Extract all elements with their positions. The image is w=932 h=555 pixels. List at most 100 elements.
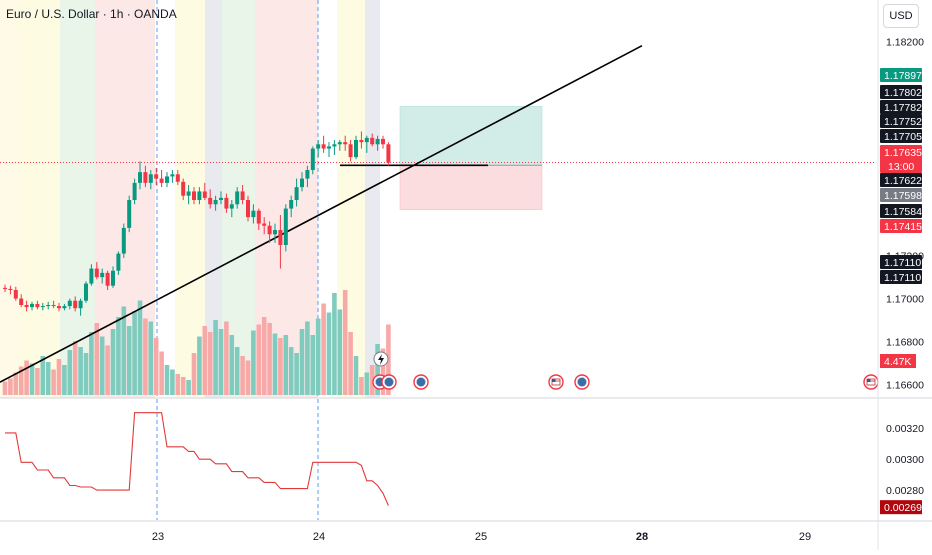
volume-bar	[240, 356, 245, 395]
flag-canton	[867, 379, 871, 382]
candle-body	[84, 283, 88, 301]
volume-bar	[294, 353, 299, 395]
us-flag-icon[interactable]	[548, 374, 564, 390]
volume-bar	[229, 335, 235, 395]
volume-bar	[299, 329, 305, 395]
candle-body	[3, 287, 7, 289]
volume-bar	[310, 335, 316, 395]
candle-body	[289, 200, 294, 209]
candle-body	[121, 227, 126, 254]
volume-bar	[213, 320, 218, 395]
price-label-badge	[880, 85, 922, 99]
price-tick-label: 1.16800	[886, 336, 924, 348]
volume-bar	[326, 312, 332, 395]
volume-bar	[45, 362, 51, 395]
lightning-bolt	[378, 354, 384, 365]
volume-bar	[137, 300, 143, 395]
price-label-text: 1.17415	[884, 221, 922, 233]
candle-body	[240, 191, 245, 200]
candle-body	[192, 191, 196, 200]
event-markers[interactable]	[372, 351, 879, 390]
candle-body	[143, 172, 148, 183]
candle-body	[359, 140, 364, 143]
price-candles	[3, 131, 391, 316]
candle-body	[132, 182, 137, 200]
globe-shape	[577, 377, 587, 387]
volume-bar	[180, 377, 186, 395]
indicator-tick-label: 0.00280	[886, 485, 924, 497]
candle-body	[327, 146, 331, 149]
candle-body	[251, 210, 256, 218]
volume-bar	[143, 318, 148, 395]
candle-body	[89, 268, 94, 284]
long-position-tool[interactable]	[399, 106, 543, 210]
candle-body	[170, 174, 175, 177]
candle-body	[294, 187, 299, 200]
price-label-badge	[880, 173, 922, 187]
volume-label-badge	[880, 354, 916, 368]
time-tick-label: 25	[475, 531, 487, 543]
volume-bar	[94, 323, 100, 395]
volume-bar	[380, 348, 386, 395]
volume-bar	[83, 353, 89, 395]
currency-button[interactable]: USD	[883, 4, 919, 28]
volume-bar	[13, 372, 19, 395]
candle-body	[73, 300, 78, 309]
volume-bar	[29, 363, 35, 395]
candle-body	[370, 137, 375, 145]
drawing-lines[interactable]	[0, 45, 875, 383]
symbol-legend[interactable]: Euro / U.S. Dollar · 1h · OANDA	[6, 7, 177, 21]
volume-bar	[375, 344, 380, 395]
volume-bar	[348, 332, 353, 395]
indicator-last-badge	[880, 500, 922, 515]
indicator-tick-label: 0.00320	[886, 423, 924, 435]
volume-bar	[175, 374, 181, 395]
earth-globe-icon[interactable]	[413, 374, 429, 390]
volume-bar	[245, 360, 251, 395]
price-label-badge	[880, 129, 922, 143]
candle-body	[224, 197, 229, 209]
price-label-badge	[880, 114, 922, 128]
candle-body	[35, 303, 40, 308]
candle-body	[116, 253, 121, 271]
candle-body	[267, 225, 272, 235]
candle-body	[310, 148, 315, 170]
volume-label-text: 4.47K	[884, 356, 911, 368]
candle-body	[30, 303, 34, 308]
lightning-icon[interactable]	[373, 351, 389, 367]
volume-bar	[56, 359, 62, 395]
us-flag-icon[interactable]	[863, 374, 879, 390]
price-tick-label: 1.16600	[886, 379, 924, 391]
session-band	[60, 0, 95, 398]
price-label-text: 1.17782	[884, 102, 922, 114]
price-label-badge	[880, 68, 922, 82]
volume-bar	[315, 318, 321, 395]
volume-bar	[186, 380, 191, 395]
session-band	[365, 0, 380, 398]
candle-body	[273, 230, 277, 235]
price-label-badge	[880, 188, 922, 202]
candle-body	[348, 144, 353, 158]
volume-bar	[89, 332, 94, 395]
price-label-text: 1.17802	[884, 87, 922, 99]
volume-bar	[2, 381, 8, 395]
candle-body	[354, 140, 358, 158]
volume-bar	[261, 317, 267, 395]
candle-body	[94, 268, 99, 278]
volume-bar	[35, 368, 40, 395]
indicator-last-text: 0.00269	[884, 502, 922, 514]
volume-bar	[267, 323, 272, 395]
volume-bar	[321, 303, 326, 395]
candle-body	[154, 174, 159, 179]
earth-globe-icon[interactable]	[574, 374, 590, 390]
candle-body	[381, 138, 385, 145]
stop-loss-zone	[399, 165, 543, 210]
price-label-text: 1.17584	[884, 206, 922, 218]
session-band	[205, 0, 222, 398]
earth-globe-icon[interactable]	[381, 374, 397, 390]
price-label-text: 1.17598	[884, 190, 922, 202]
candle-body	[13, 290, 18, 299]
trend-line	[0, 45, 643, 383]
